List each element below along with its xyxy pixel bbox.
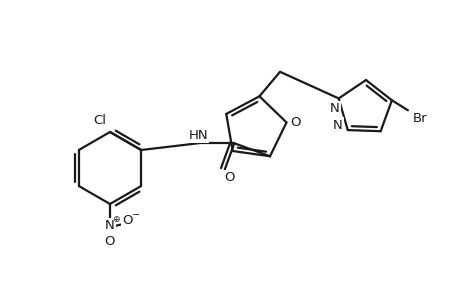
Text: N: N xyxy=(329,102,339,115)
Text: N: N xyxy=(332,118,342,132)
Text: N: N xyxy=(105,220,115,232)
Text: ⊕: ⊕ xyxy=(112,215,119,224)
Text: Br: Br xyxy=(412,112,426,125)
Text: −: − xyxy=(132,210,140,220)
Text: O: O xyxy=(123,214,133,227)
Text: Cl: Cl xyxy=(93,113,106,127)
Text: HN: HN xyxy=(188,129,207,142)
Text: O: O xyxy=(290,116,300,129)
Text: O: O xyxy=(224,171,235,184)
Text: O: O xyxy=(105,236,115,248)
